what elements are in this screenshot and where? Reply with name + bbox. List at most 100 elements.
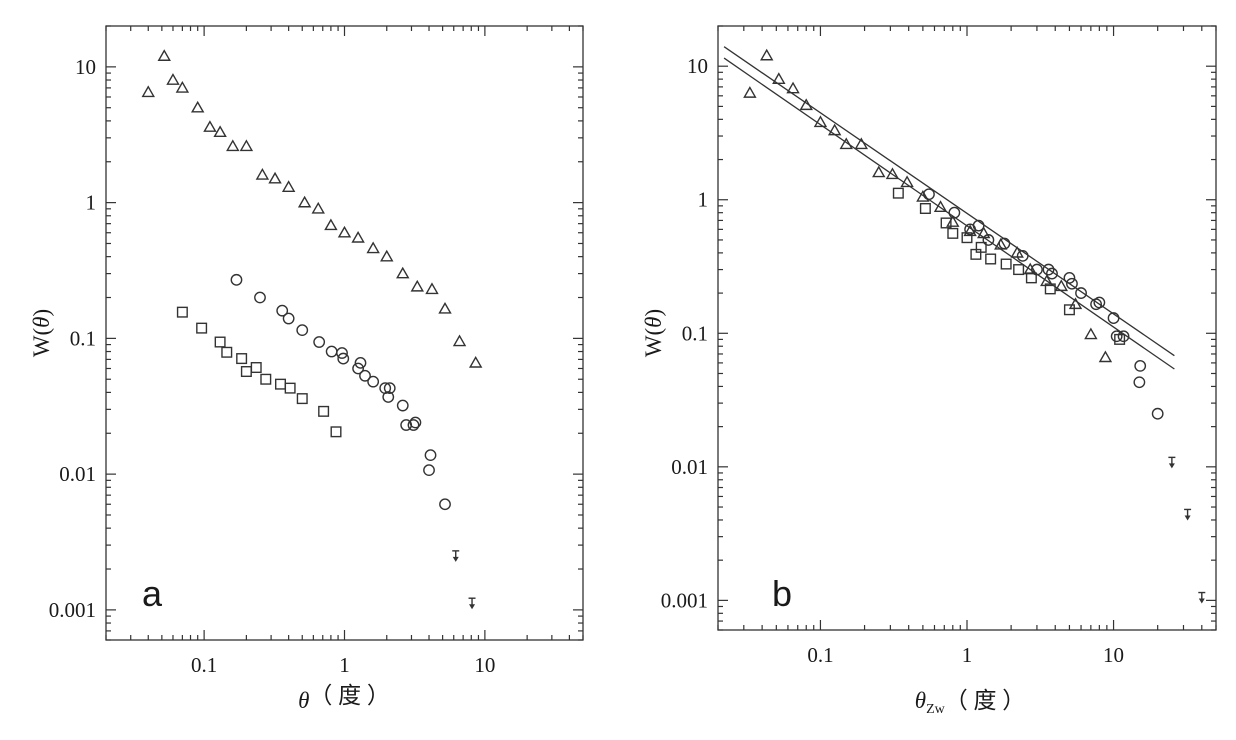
panel-a-circle-point-11 [354,356,367,369]
panel-b-square-point-12 [1044,283,1056,295]
panel-b-circle-point-18 [1117,330,1130,343]
panel-a-triangle-point-10 [255,167,270,180]
panel-a-circle-point-4 [282,312,295,325]
panel-b-x-axis-label-symbol: θ [915,688,926,713]
panel-b-triangle-point-17 [976,226,991,239]
panel-a-triangle-point-12 [281,180,296,192]
panel-a-circle-point-2 [254,291,266,304]
panel-b-circle-point-1 [923,188,935,201]
panel-a-triangle-point-18 [366,241,380,254]
panel-b-circle-point-7 [1016,249,1029,262]
panel-b-circle-point-2 [948,206,961,219]
panel-b-x-axis-label-subscript: Zw [926,702,946,717]
panel-b-circle-point-8 [1031,263,1043,276]
panel-b-y-tick-label: 1 [698,188,709,212]
panel-b-square-point-9 [1000,258,1012,270]
panel-b-x-axis-label: θZw（ 度 ） [915,688,1025,717]
panel-b-fit-lines [723,46,1175,370]
panel-b-triangle-point-9 [854,137,869,150]
panel-a-square-point-7 [250,362,262,374]
panel-a-upper-limit-point-1 [452,550,460,562]
panel-a-circle-point-19 [407,419,420,431]
panel-b-y-tick-label: 0.1 [682,321,708,345]
panel-b-square-point-1 [892,187,904,199]
panel-a-circle-point-13 [367,375,380,388]
panel-b-square-point-4 [947,227,959,239]
panel-a-triangle-point-13 [297,195,312,208]
panel-b-upper-limit-point-3 [1198,591,1206,604]
panel-a-y-axis-label-open: W( [29,328,54,357]
panel-a-axis-ticks: 0.1 1 10 0.001 0.01 0.1 1 10 [49,25,584,677]
panel-b-axis-ticks: 0.1 1 10 0.001 0.01 0.1 1 10 [661,25,1217,667]
panel-a-circle-point-3 [276,304,289,317]
panel-a-triangle-point-7 [213,125,227,138]
panel-b-square-point-3 [940,217,952,229]
panel-a-circle-point-20 [409,416,422,429]
panel-b-square-point-13 [1063,304,1075,316]
panel-b-circle-point-12 [1066,277,1078,290]
panel-b-circle-point-13 [1075,287,1087,299]
panel-b-circle-point-21 [1151,407,1164,420]
panel-b-upper-limit-point-1 [1168,456,1176,469]
panel-a-triangle-point-23 [438,301,452,314]
panel-a-circle-point-15 [382,391,395,403]
panel-b-triangle-point-7 [827,123,842,136]
panel-b-circle-point-20 [1133,376,1146,389]
panel-b-square-point-11 [1025,272,1037,284]
panel-a-triangle-point-20 [396,266,410,279]
panel-a-square-point-4 [221,346,233,358]
panel-a-y-tick-label: 0.01 [59,462,96,486]
panel-a-triangle-point-22 [425,282,439,295]
panel-a-circle-point-12 [359,369,371,382]
panel-a-letter: a [142,573,163,614]
panel-a-triangle-point-8 [226,139,240,152]
panel-b-y-tick-label: 0.001 [661,588,708,612]
panel-a-y-tick-label: 0.1 [70,326,96,350]
panel-a-circle-point-17 [396,399,409,412]
panel-b-triangle-point-21 [1040,274,1054,287]
panel-b-square-point-14 [1114,333,1126,345]
panel-b-triangle-point-13 [916,190,930,202]
panel-a-circle-point-22 [424,449,437,462]
panel-a-triangle-point-1 [141,85,155,98]
panel-b-triangle-point-25 [1098,350,1113,363]
panel-a-square-point-12 [318,405,330,417]
panel-a-square-point-5 [236,353,248,365]
panel-a-x-tick-label: 10 [474,653,495,677]
panel-b-square-point-7 [975,241,987,253]
panel-b-square-point-2 [919,202,931,214]
panel-b-data-points [743,48,1206,604]
panel-a-circle-point-23 [439,498,451,511]
panel-b-triangle-point-4 [786,81,800,94]
panel-b-triangle-point-6 [813,115,828,128]
panel-b-y-axis-label-close: ) [641,309,666,317]
panel-b-y-axis-label-symbol: θ [641,316,666,327]
panel-b-triangle-point-14 [933,200,948,212]
panel-a-x-axis-label: θ（ 度 ） [298,683,390,713]
panel-a-circle-point-16 [383,382,396,395]
panel-b-triangle-point-8 [839,137,853,150]
panel-a-triangle-point-21 [410,279,424,292]
panel-a-triangle-point-24 [452,334,467,347]
panel-b-triangle-point-1 [743,86,757,98]
panel-b-triangle-point-5 [799,98,813,111]
panel-b-triangle-point-24 [1084,327,1098,340]
panel-a-upper-limit-point-2 [468,597,476,610]
panel-a-square-point-13 [330,426,342,438]
panel-a-x-tick-label: 0.1 [191,653,217,677]
panel-a-triangle-point-19 [380,249,394,262]
panel-b-plot-frame [717,25,1217,631]
panel-b-letter: b [772,573,792,614]
panel-a-triangle-point-6 [203,120,217,132]
panel-b-y-tick-label: 10 [687,54,708,78]
panel-a-square-point-11 [296,393,308,405]
panel-b-circle-point-10 [1046,267,1058,280]
panel-a-x-axis-label-unit: （ 度 ） [309,683,390,708]
panel-b-circle-point-19 [1134,359,1147,372]
panel-b-x-tick-label: 0.1 [807,643,833,667]
panel-a-square-point-8 [260,373,272,385]
panel-b-y-axis-label-open: W( [641,328,666,357]
panel-b-x-tick-label: 1 [962,643,973,667]
